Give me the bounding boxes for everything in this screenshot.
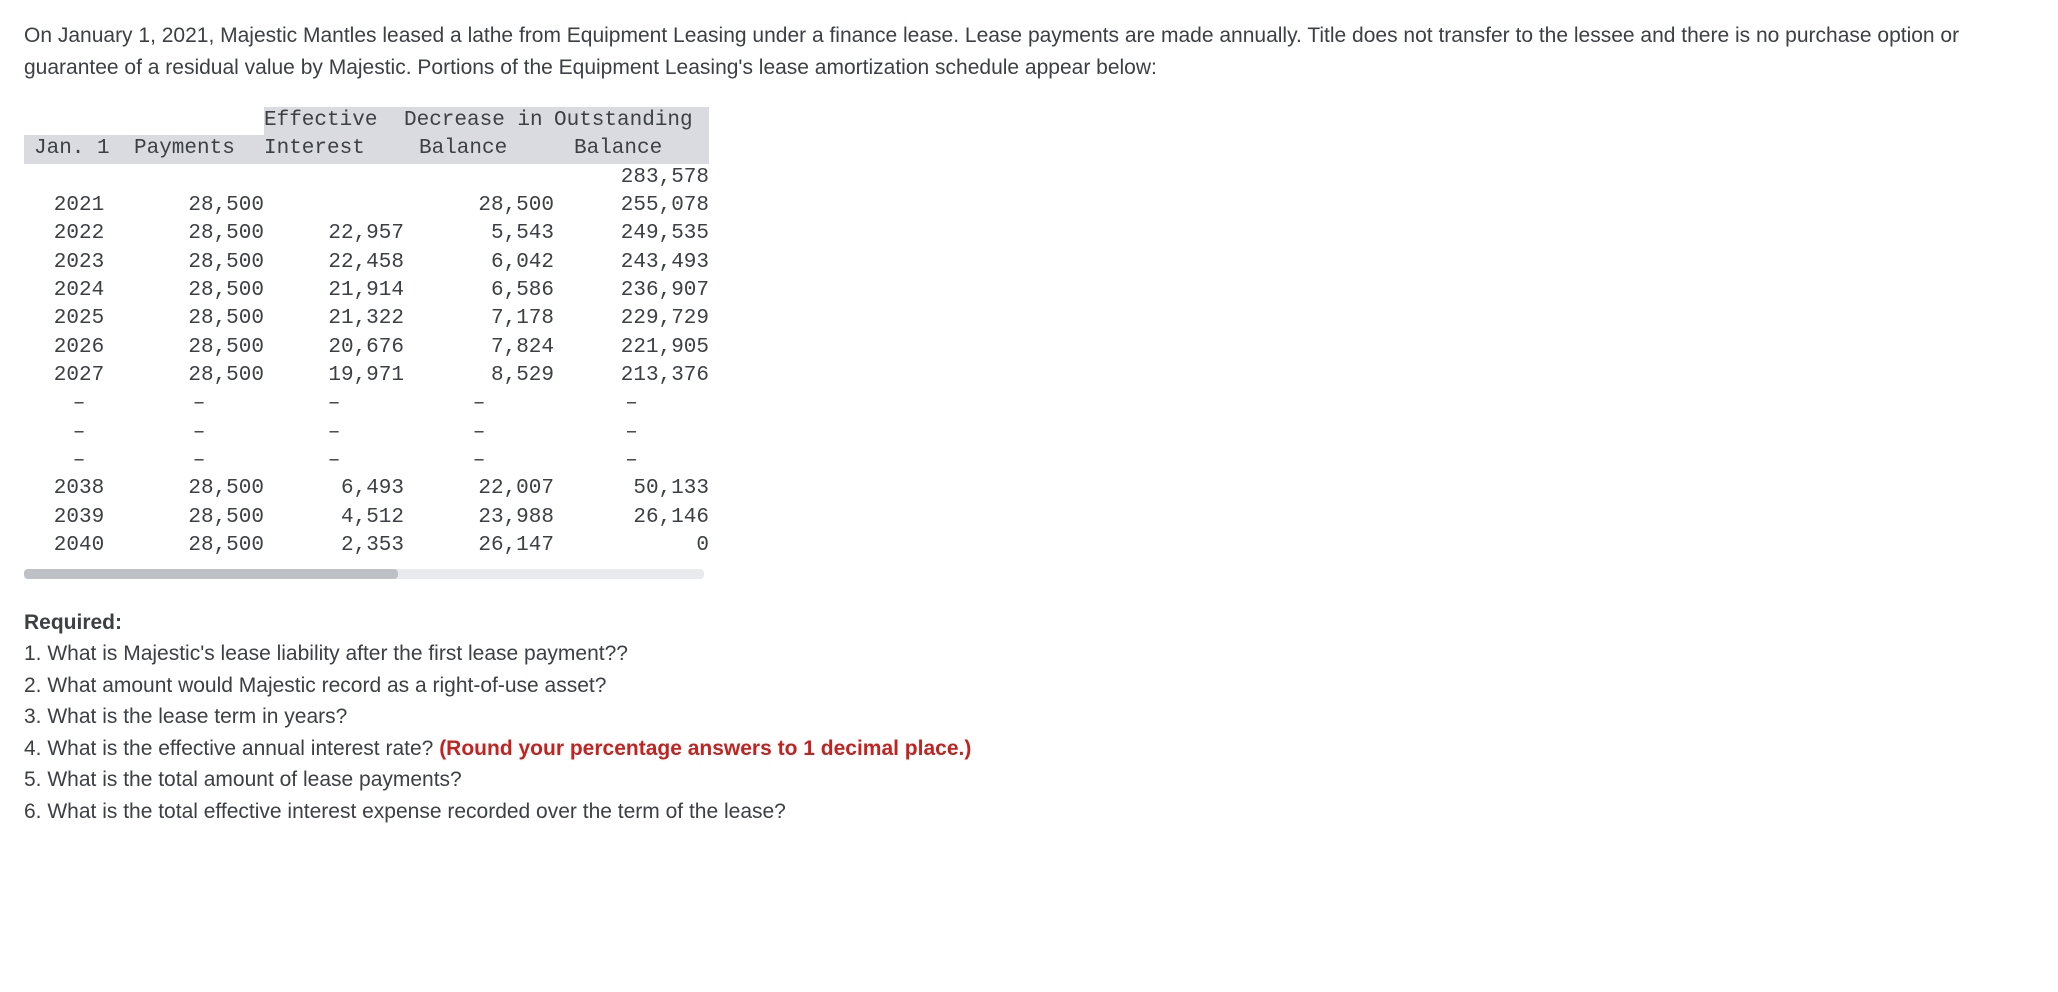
hdr-balance-dec: Balance — [404, 135, 554, 163]
hdr-payments: Payments — [134, 135, 264, 163]
table-initial-balance-row: 283,578 — [24, 164, 709, 192]
table-header-row-2: Jan. 1 Payments Interest Balance Balance — [24, 135, 709, 163]
table-horizontal-scrollbar[interactable] — [24, 569, 704, 579]
question-2: 2. What amount would Majestic record as … — [24, 670, 2034, 702]
hdr-decrease-in: Decrease in — [404, 107, 554, 135]
hdr-jan1: Jan. 1 — [24, 135, 134, 163]
problem-paragraph: On January 1, 2021, Majestic Mantles lea… — [24, 20, 2034, 83]
table-row: 202128,50028,500255,078 — [24, 192, 709, 220]
table-row: 202628,50020,6767,824221,905 — [24, 334, 709, 362]
question-4-text: 4. What is the effective annual interest… — [24, 737, 439, 760]
hdr-outstanding: Outstanding — [554, 107, 709, 135]
table-header-row-1: Effective Decrease in Outstanding — [24, 107, 709, 135]
table-row: 203928,5004,51223,98826,146 — [24, 504, 709, 532]
question-6: 6. What is the total effective interest … — [24, 796, 2034, 828]
required-label: Required: — [24, 607, 2034, 639]
table-row: 202528,50021,3227,178229,729 — [24, 305, 709, 333]
question-5: 5. What is the total amount of lease pay… — [24, 764, 2034, 796]
hdr-interest: Interest — [264, 135, 404, 163]
table-row: 202428,50021,9146,586236,907 — [24, 277, 709, 305]
table-row-gap: ––––– — [24, 419, 709, 447]
table-row: 203828,5006,49322,00750,133 — [24, 475, 709, 503]
amortization-table: Effective Decrease in Outstanding Jan. 1… — [24, 107, 709, 561]
hdr-effective: Effective — [264, 107, 404, 135]
required-section: Required: 1. What is Majestic's lease li… — [24, 607, 2034, 828]
table-row: 202328,50022,4586,042243,493 — [24, 249, 709, 277]
question-4-hint: (Round your percentage answers to 1 deci… — [439, 737, 971, 760]
question-1: 1. What is Majestic's lease liability af… — [24, 638, 2034, 670]
table-row-gap: ––––– — [24, 447, 709, 475]
question-4: 4. What is the effective annual interest… — [24, 733, 2034, 765]
table-row: 202728,50019,9718,529213,376 — [24, 362, 709, 390]
table-row: 204028,5002,35326,1470 — [24, 532, 709, 560]
table-row-gap: ––––– — [24, 390, 709, 418]
table-row: 202228,50022,9575,543249,535 — [24, 220, 709, 248]
problem-text: On January 1, 2021, Majestic Mantles lea… — [24, 24, 1959, 79]
initial-balance: 283,578 — [554, 164, 709, 192]
question-3: 3. What is the lease term in years? — [24, 701, 2034, 733]
hdr-balance-out: Balance — [554, 135, 709, 163]
